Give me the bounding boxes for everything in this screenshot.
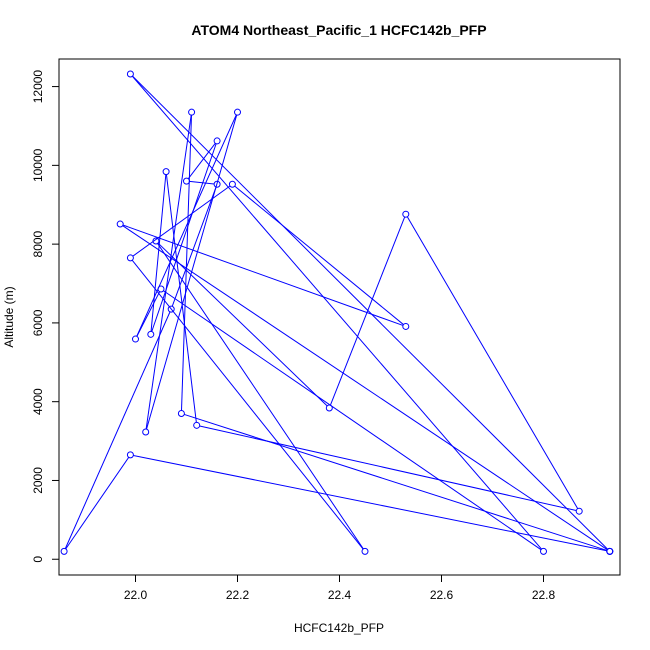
data-point [540, 547, 547, 555]
series-segment [151, 143, 217, 332]
data-point [234, 108, 241, 116]
y-tick-label: 2000 [31, 467, 45, 494]
series-segment [65, 457, 130, 550]
data-point [213, 137, 221, 145]
chart-title: ATOM4 Northeast_Pacific_1 HCFC142b_PFP [191, 22, 486, 38]
data-point [213, 180, 221, 188]
data-point [116, 220, 124, 228]
series-segment [122, 225, 608, 551]
y-axis-label: Altitude (m) [2, 286, 16, 347]
data-point [325, 404, 333, 412]
x-tick-label: 22.4 [328, 588, 352, 602]
series-segment [181, 115, 192, 411]
series-segment [406, 216, 579, 509]
x-tick-label: 22.8 [532, 588, 556, 602]
x-axis-label: HCFC142b_PFP [294, 621, 384, 635]
series-segment [157, 243, 364, 550]
data-point [126, 254, 134, 262]
data-point [575, 507, 583, 515]
series-segment [329, 216, 406, 406]
series-segment [163, 290, 542, 551]
data-point [132, 335, 139, 343]
data-point [606, 547, 614, 555]
series-segment [122, 224, 404, 326]
series-segment [150, 174, 167, 332]
data-point [60, 547, 68, 555]
data-point [228, 180, 236, 188]
data-point [147, 330, 155, 338]
data-point [183, 177, 190, 185]
data-point [162, 168, 170, 176]
y-tick-label: 0 [31, 556, 45, 563]
x-tick-label: 22.0 [124, 588, 148, 602]
data-point [402, 322, 410, 330]
series-layer [60, 70, 614, 555]
data-point [152, 237, 160, 245]
series-segment [187, 143, 216, 180]
series-segment [184, 413, 608, 551]
series-segment [131, 259, 364, 550]
data-point [142, 428, 150, 436]
series-segment [171, 186, 217, 307]
y-axis: 0 2000 4000 6000 8000 10000 12000 [31, 70, 60, 563]
series-segment [189, 180, 215, 185]
series-segment [132, 185, 231, 257]
series-segment [136, 291, 161, 337]
y-tick-label: 4000 [31, 388, 45, 415]
data-point [177, 410, 185, 418]
x-tick-label: 22.6 [430, 588, 454, 602]
series-segment [165, 174, 197, 423]
y-tick-label: 10000 [31, 148, 45, 182]
x-axis: 22.0 22.2 22.4 22.6 22.8 [124, 574, 556, 602]
series-segment [133, 454, 607, 552]
data-point [157, 285, 165, 293]
series-segment [145, 115, 192, 430]
series-segment [234, 185, 404, 325]
data-point [402, 210, 410, 218]
x-tick-label: 22.2 [226, 588, 250, 602]
series-segment [199, 425, 577, 512]
series-segment [136, 114, 237, 337]
series-segment [64, 311, 171, 549]
data-point [126, 70, 134, 78]
data-point [193, 421, 201, 429]
series-segment [131, 75, 542, 550]
series-segment [132, 75, 609, 550]
y-tick-label: 8000 [31, 230, 45, 257]
y-tick-label: 6000 [31, 309, 45, 336]
data-point [188, 108, 196, 116]
series-segment [157, 242, 328, 407]
y-tick-label: 12000 [31, 70, 45, 104]
data-point [167, 305, 175, 313]
data-point [361, 547, 369, 555]
data-point [126, 451, 134, 459]
